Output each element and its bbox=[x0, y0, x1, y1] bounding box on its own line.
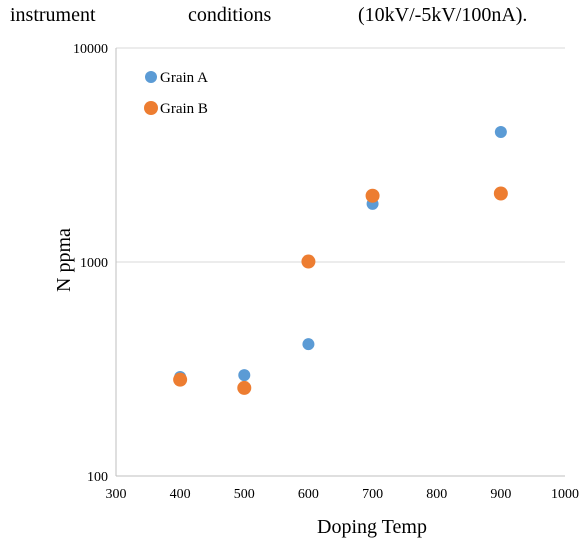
axes bbox=[115, 48, 565, 477]
y-axis-label: N ppma bbox=[53, 228, 75, 292]
legend-marker-grain-b bbox=[144, 101, 158, 115]
x-tick-label-400: 400 bbox=[170, 487, 191, 502]
y-tick-label-10000: 10000 bbox=[73, 42, 108, 57]
legend-label-grain-b: Grain B bbox=[160, 101, 208, 117]
x-tick-label-700: 700 bbox=[362, 487, 383, 502]
caption-word-conditions: conditions bbox=[188, 4, 272, 26]
caption-line: instrument conditions (10kV/-5kV/100nA). bbox=[0, 0, 586, 34]
x-tick-label-800: 800 bbox=[426, 487, 447, 502]
gridlines bbox=[116, 47, 565, 263]
grain-b-point-400 bbox=[173, 372, 188, 387]
grain-a-point-900 bbox=[494, 126, 507, 139]
x-tick-label-300: 300 bbox=[106, 487, 127, 502]
legend-marker-grain-a bbox=[145, 71, 157, 83]
x-axis-label: Doping Temp bbox=[317, 516, 427, 538]
grain-a-point-600 bbox=[302, 338, 315, 351]
legend: Grain A Grain B bbox=[144, 70, 208, 117]
y-tick-label-1000: 1000 bbox=[80, 256, 108, 271]
legend-label-grain-a: Grain A bbox=[160, 70, 208, 86]
x-tick-label-500: 500 bbox=[234, 487, 255, 502]
grain-a-point-500 bbox=[238, 369, 251, 382]
caption-word-instrument: instrument bbox=[10, 4, 96, 26]
scatter-chart: 100 1000 10000 300 400 500 600 700 800 900 1000 Gr… bbox=[53, 42, 579, 538]
x-tick-label-600: 600 bbox=[298, 487, 319, 502]
data-points bbox=[173, 126, 508, 395]
tick-labels: 100 1000 10000 300 400 500 600 700 800 900 1000 bbox=[73, 42, 579, 502]
grain-b-point-700 bbox=[365, 188, 380, 203]
x-tick-label-900: 900 bbox=[490, 487, 511, 502]
caption-word-instrument-settings: (10kV/-5kV/100nA). bbox=[358, 4, 528, 26]
grain-b-point-600 bbox=[301, 254, 316, 269]
x-tick-label-1000: 1000 bbox=[551, 487, 579, 502]
grain-b-point-900 bbox=[493, 186, 508, 201]
grain-b-point-500 bbox=[237, 380, 252, 395]
y-tick-label-100: 100 bbox=[87, 470, 108, 485]
